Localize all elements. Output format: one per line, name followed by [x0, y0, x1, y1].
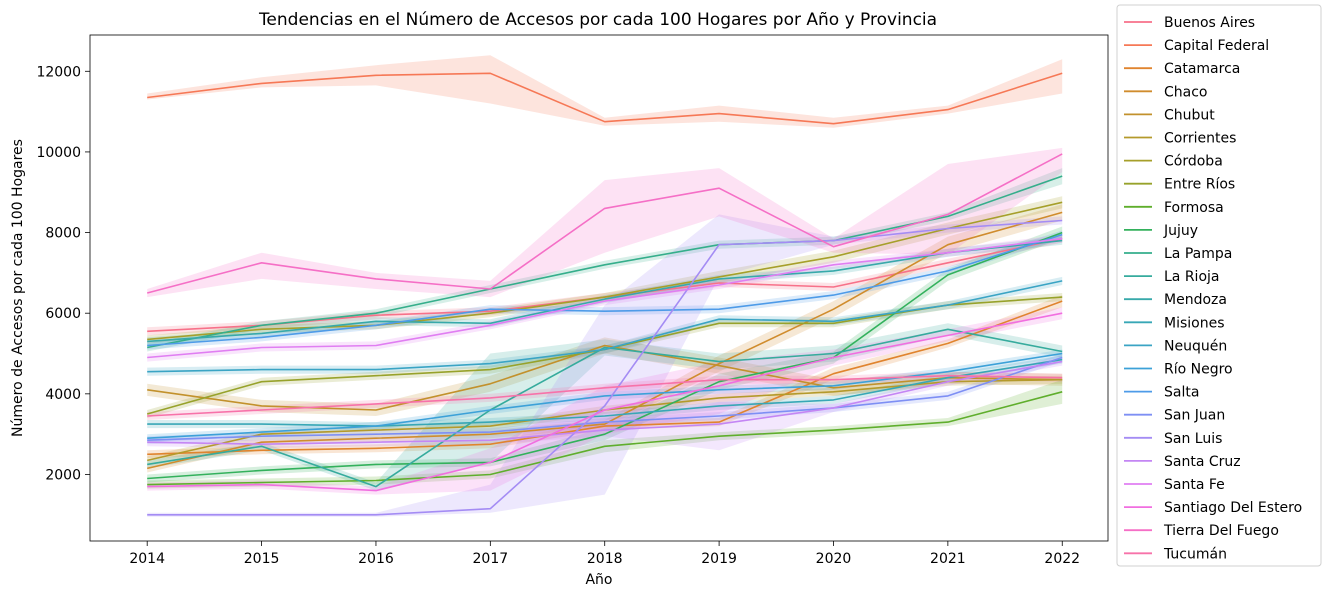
band-misiones [147, 355, 1063, 431]
line-misiones [147, 358, 1063, 427]
y-tick-label: 12000 [36, 64, 81, 80]
line-jujuy [147, 231, 1063, 480]
x-tick-label: 2021 [930, 551, 966, 567]
band-jujuy [147, 226, 1063, 483]
line-san-luis [147, 219, 1063, 516]
y-tick-label: 2000 [45, 467, 81, 483]
line-tierra-del-fuego [146, 153, 1063, 294]
band-san-luis [147, 214, 1063, 517]
legend-label-misiones: Misiones [1164, 315, 1225, 331]
legend-label-tierra-del-fuego: Tierra Del Fuego [1163, 523, 1279, 539]
x-tick-label: 2022 [1044, 551, 1080, 567]
band-mendoza [147, 236, 1063, 346]
line-tucuman [147, 374, 1063, 417]
band-tucuman [147, 371, 1063, 420]
legend-label-san-juan: San Juan [1164, 408, 1225, 424]
y-tick-label: 4000 [45, 387, 81, 403]
x-axis-label: Año [585, 572, 612, 588]
y-tick-label: 8000 [45, 226, 81, 242]
x-tick-label: 2018 [587, 551, 623, 567]
legend-label-tucuman: Tucumán [1163, 546, 1227, 562]
legend-label-capital-federal: Capital Federal [1164, 38, 1269, 54]
x-tick-label: 2014 [129, 551, 165, 567]
series-lines [146, 72, 1063, 516]
x-tick-label: 2015 [244, 551, 280, 567]
y-tick-label: 6000 [45, 306, 81, 322]
line-san-juan [147, 356, 1063, 441]
x-tick-label: 2017 [473, 551, 509, 567]
line-formosa [147, 391, 1063, 486]
legend-label-entre-rios: Entre Ríos [1164, 177, 1235, 193]
band-chaco [147, 204, 1063, 473]
line-capital-federal [147, 72, 1063, 125]
line-santa-cruz [147, 360, 1063, 446]
legend-label-san-luis: San Luis [1164, 431, 1222, 447]
band-cordoba [147, 196, 1063, 344]
legend-label-mendoza: Mendoza [1164, 292, 1227, 308]
chart-title: Tendencias en el Número de Accesos por c… [258, 10, 937, 30]
legend-label-santa-fe: Santa Fe [1164, 477, 1225, 493]
line-la-rioja [147, 328, 1063, 488]
band-entre-rios [147, 293, 1063, 418]
band-tierra-del-fuego [147, 147, 1063, 298]
legend-label-santa-cruz: Santa Cruz [1164, 454, 1241, 470]
band-chubut [147, 337, 1063, 416]
band-santa-cruz [147, 357, 1063, 451]
line-mendoza [147, 239, 1063, 343]
line-salta [147, 233, 1063, 347]
legend-label-corrientes: Corrientes [1164, 131, 1236, 147]
legend-label-santiago-del-estero: Santiago Del Estero [1164, 500, 1302, 516]
legend-label-chubut: Chubut [1164, 107, 1215, 123]
band-capital-federal [147, 55, 1063, 128]
band-buenos-aires [147, 234, 1063, 336]
line-neuquen [147, 280, 1063, 373]
plot-area-frame [89, 34, 1109, 542]
legend-label-la-pampa: La Pampa [1164, 246, 1232, 262]
x-axis-ticks: 2014 2015 2016 2017 2018 2019 2020 2021 2022 [129, 541, 1080, 567]
band-corrientes [147, 375, 1063, 465]
legend-frame [1116, 4, 1322, 567]
x-tick-label: 2020 [816, 551, 852, 567]
legend-label-jujuy: Jujuy [1163, 223, 1198, 239]
line-chaco [147, 211, 1063, 470]
line-santa-fe [147, 237, 1063, 359]
legend-label-catamarca: Catamarca [1164, 61, 1240, 77]
legend-label-buenos-aires: Buenos Aires [1164, 15, 1255, 31]
y-axis-ticks: 2000 4000 6000 8000 10000 12000 [36, 64, 90, 483]
band-la-pampa [147, 168, 1063, 352]
x-tick-label: 2019 [701, 551, 737, 567]
legend-label-rio-negro: Río Negro [1164, 362, 1233, 378]
legend-label-salta: Salta [1164, 385, 1199, 401]
line-cordoba [147, 201, 1063, 341]
legend-label-formosa: Formosa [1164, 200, 1224, 216]
legend-label-neuquen: Neuquén [1164, 338, 1227, 354]
band-salta [147, 230, 1063, 350]
y-axis-label: Número de Accesos por cada 100 Hogares [10, 139, 26, 437]
x-tick-label: 2016 [358, 551, 394, 567]
legend-label-cordoba: Córdoba [1164, 154, 1223, 170]
legend: Buenos Aires Capital Federal Catamarca Chac… [1116, 4, 1322, 567]
line-santiago-del-estero [147, 312, 1063, 492]
band-santa-fe [147, 234, 1063, 362]
legend-label-chaco: Chaco [1164, 84, 1208, 100]
y-tick-label: 10000 [36, 145, 81, 161]
line-catamarca [147, 300, 1063, 456]
confidence-bands [147, 55, 1063, 517]
legend-label-la-rioja: La Rioja [1164, 269, 1219, 285]
